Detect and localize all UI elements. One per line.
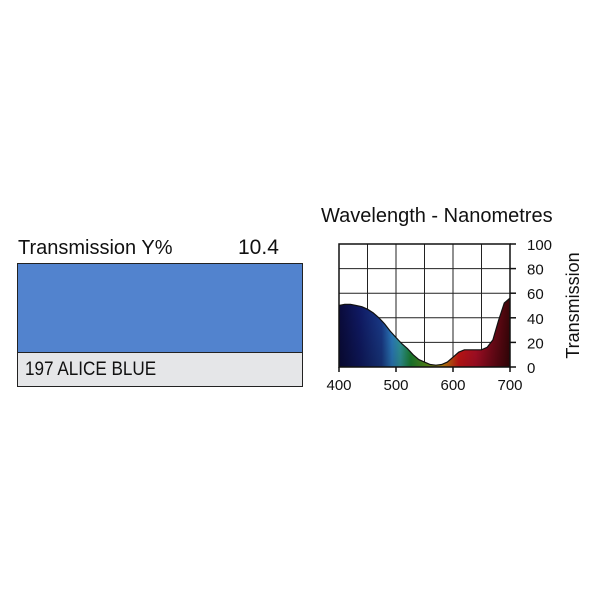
x-tick-label: 700 [497,377,522,394]
filter-swatch-panel: 197 ALICE BLUE [17,263,303,387]
y-axis-label: Transmission [563,252,583,358]
transmission-area-shade [339,298,510,367]
transmission-label: Transmission Y% [18,237,173,259]
y-tick-label: 100 [527,237,552,254]
x-tick-label: 400 [326,377,351,394]
color-swatch [18,264,302,352]
y-tick-label: 60 [527,286,544,303]
transmission-curve [338,297,511,366]
y-tick-label: 40 [527,311,544,328]
plot-border [338,243,511,368]
y-tick-label: 20 [527,335,544,352]
x-tick-label: 500 [383,377,408,394]
filter-name-bar: 197 ALICE BLUE [18,352,302,386]
transmission-value: 10.4 [238,236,279,259]
x-tick-label: 600 [440,377,465,394]
filter-name: 197 ALICE BLUE [25,359,157,380]
y-tick-label: 80 [527,262,544,279]
y-tick-label: 0 [527,360,535,377]
chart-title: Wavelength - Nanometres [321,205,553,227]
